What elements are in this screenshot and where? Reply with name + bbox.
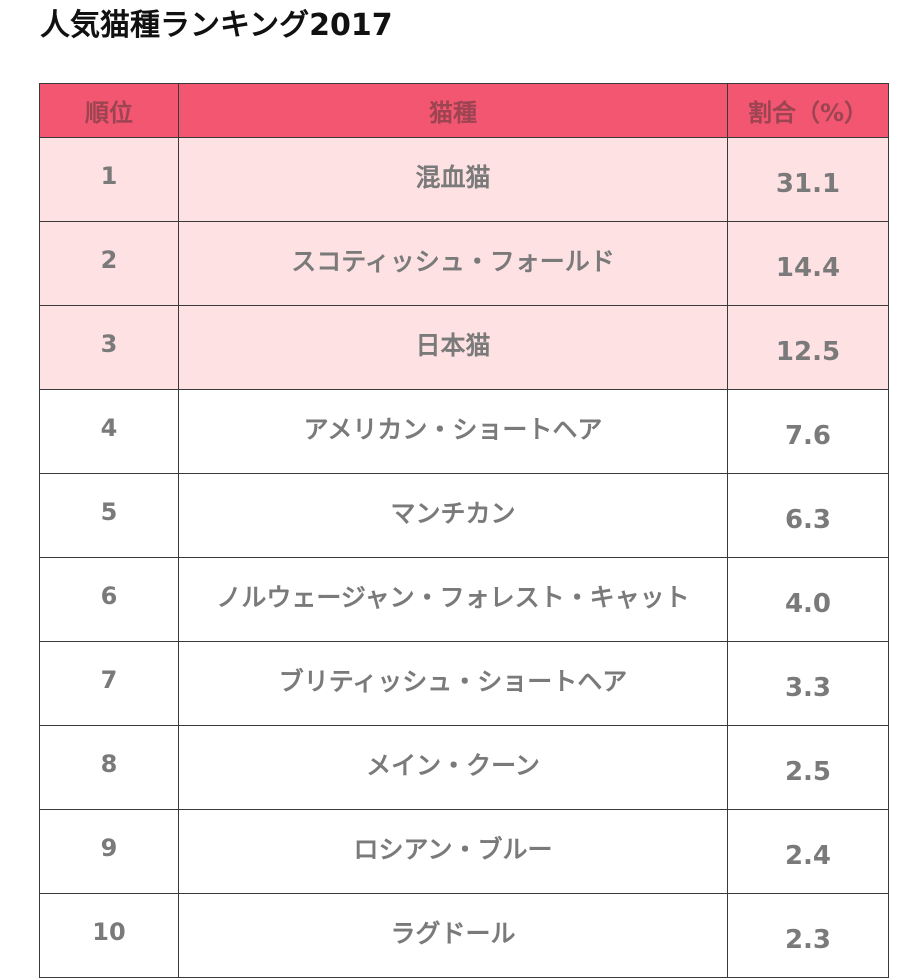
rank-cell: 7: [39, 641, 179, 726]
table-row: 9 ロシアン・ブルー 2.4: [39, 809, 889, 894]
table-row: 7 ブリティッシュ・ショートヘア 3.3: [39, 641, 889, 726]
header-breed: 猫種: [178, 83, 728, 138]
table-row: 5 マンチカン 6.3: [39, 473, 889, 558]
percent-cell: 14.4: [727, 221, 889, 306]
table-row: 6 ノルウェージャン・フォレスト・キャット 4.0: [39, 557, 889, 642]
percent-cell: 31.1: [727, 137, 889, 222]
table-row: 2 スコティッシュ・フォールド 14.4: [39, 221, 889, 306]
percent-cell: 3.3: [727, 641, 889, 726]
percent-cell: 2.5: [727, 725, 889, 810]
breed-cell: ロシアン・ブルー: [178, 809, 728, 894]
breed-cell: 日本猫: [178, 305, 728, 390]
percent-cell: 4.0: [727, 557, 889, 642]
rank-cell: 9: [39, 809, 179, 894]
page-title: 人気猫種ランキング2017: [40, 8, 393, 43]
percent-cell: 7.6: [727, 389, 889, 474]
rank-cell: 8: [39, 725, 179, 810]
rank-cell: 4: [39, 389, 179, 474]
rank-cell: 5: [39, 473, 179, 558]
percent-cell: 12.5: [727, 305, 889, 390]
table-row: 1 混血猫 31.1: [39, 137, 889, 222]
breed-cell: アメリカン・ショートヘア: [178, 389, 728, 474]
percent-cell: 2.3: [727, 893, 889, 978]
table-row: 4 アメリカン・ショートヘア 7.6: [39, 389, 889, 474]
header-rank: 順位: [39, 83, 179, 138]
table-row: 3 日本猫 12.5: [39, 305, 889, 390]
rank-cell: 1: [39, 137, 179, 222]
table-header-row: 順位 猫種 割合（%）: [39, 83, 889, 138]
breed-cell: メイン・クーン: [178, 725, 728, 810]
rank-cell: 2: [39, 221, 179, 306]
table-row: 8 メイン・クーン 2.5: [39, 725, 889, 810]
percent-cell: 6.3: [727, 473, 889, 558]
breed-cell: 混血猫: [178, 137, 728, 222]
breed-cell: ブリティッシュ・ショートヘア: [178, 641, 728, 726]
breed-cell: マンチカン: [178, 473, 728, 558]
breed-cell: スコティッシュ・フォールド: [178, 221, 728, 306]
rank-cell: 10: [39, 893, 179, 978]
header-percent: 割合（%）: [727, 83, 889, 138]
table-row: 10 ラグドール 2.3: [39, 893, 889, 978]
rank-cell: 6: [39, 557, 179, 642]
rank-cell: 3: [39, 305, 179, 390]
breed-cell: ラグドール: [178, 893, 728, 978]
percent-cell: 2.4: [727, 809, 889, 894]
breed-cell: ノルウェージャン・フォレスト・キャット: [178, 557, 728, 642]
ranking-table: 順位 猫種 割合（%） 1 混血猫 31.1 2 スコティッシュ・フォールド 1…: [39, 83, 889, 978]
